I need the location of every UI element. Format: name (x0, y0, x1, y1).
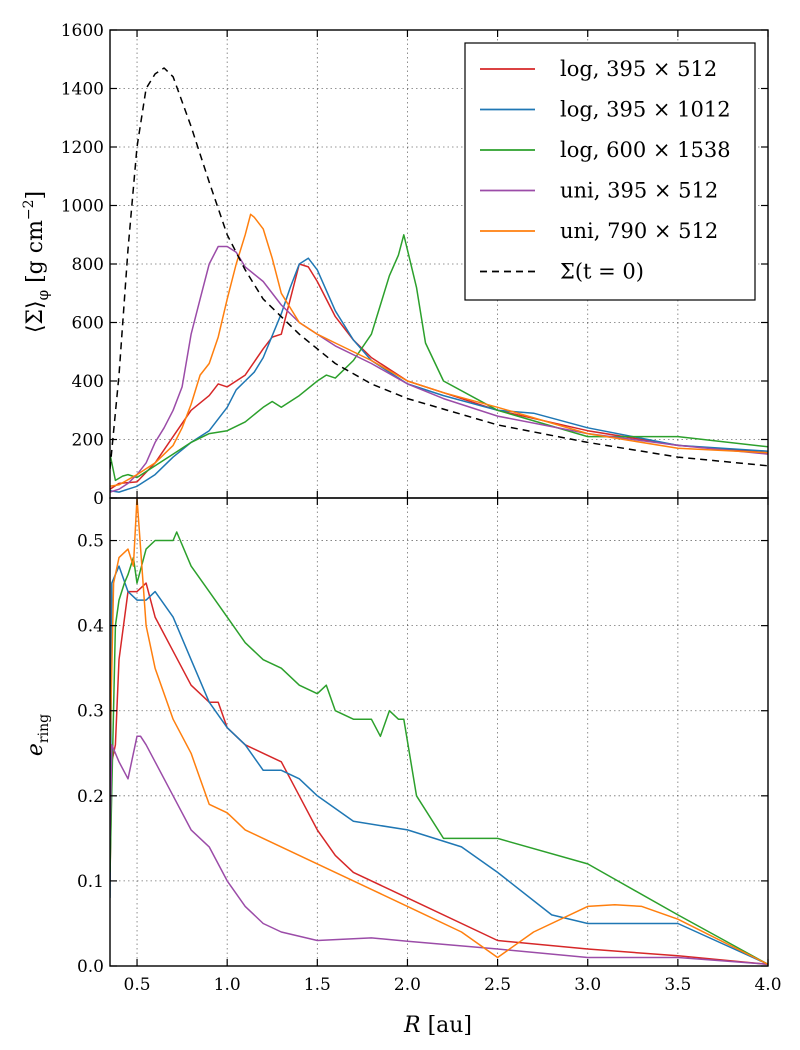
top-ylabel-unit: [g cm (23, 220, 48, 283)
legend: log, 395 × 512 log, 395 × 1012 log, 600 × … (464, 42, 756, 301)
xtick-label: 4.0 (754, 975, 781, 995)
legend-label: log, 395 × 1012 (560, 98, 731, 122)
bottom-series-group (110, 498, 768, 966)
top-series-line (110, 234, 768, 482)
top-series-line (110, 257, 768, 493)
xlabel-unit: [au] (428, 1013, 472, 1038)
bottom-ylabel: ering (23, 714, 52, 756)
top-ytick-label: 600 (72, 314, 104, 334)
top-ytick-label: 400 (72, 372, 104, 392)
legend-label: log, 600 × 1538 (560, 138, 731, 162)
top-series-line (110, 213, 768, 488)
bottom-ytick-label: 0.3 (77, 702, 104, 722)
legend-label: uni, 790 × 512 (560, 219, 718, 243)
bottom-series-line (110, 565, 768, 965)
xtick-label: 3.5 (664, 975, 691, 995)
xlabel: R [au] (403, 1013, 472, 1038)
bottom-ytick-label: 0.0 (77, 957, 104, 977)
bottom-series-line (110, 498, 768, 965)
top-series-group (110, 67, 768, 493)
bottom-frame (109, 497, 769, 967)
top-ytick-label: 800 (72, 255, 104, 275)
legend-label: Σ(t = 0) (560, 260, 644, 284)
top-ytick-label: 1200 (61, 138, 104, 158)
top-ytick-label: 1400 (61, 80, 104, 100)
top-series-line (110, 67, 768, 469)
top-ytick-label: 0 (93, 489, 104, 509)
bottom-ytick-label: 0.2 (77, 787, 104, 807)
top-ylabel-close: ] (23, 191, 48, 200)
legend-label: log, 395 × 512 (560, 57, 717, 81)
legend-box (464, 42, 756, 301)
top-ytick-label: 200 (72, 431, 104, 451)
xtick-label: 1.0 (214, 975, 241, 995)
bottom-ylabel-sub: ring (36, 714, 52, 743)
bottom-series-line (110, 582, 768, 966)
xlabel-main: R (403, 1013, 421, 1038)
bottom-ytick-label: 0.4 (77, 617, 104, 637)
top-ylabel-main: ⟨Σ⟩ (23, 300, 48, 333)
top-ylabel-sub: φ (34, 290, 52, 301)
top-ylabel: ⟨Σ⟩φ [g cm−2] (21, 191, 52, 333)
xtick-label: 3.0 (574, 975, 601, 995)
xtick-label: 2.5 (484, 975, 511, 995)
bottom-panel: 0.5 1.0 1.5 2.0 2.5 3.0 3.5 4.0 0.0 0.1 0.2 0.3 0.4 0… (77, 497, 782, 995)
xtick-label: 2.0 (394, 975, 421, 995)
top-ytick-label: 1600 (61, 21, 104, 41)
bottom-series-line (110, 735, 768, 966)
legend-label: uni, 395 × 512 (560, 179, 718, 203)
bottom-ytick-label: 0.5 (77, 532, 104, 552)
xtick-label: 1.5 (304, 975, 331, 995)
top-series-line (110, 245, 768, 493)
top-ytick-label: 1000 (61, 197, 104, 217)
bottom-series-line (110, 531, 768, 965)
xtick-label: 0.5 (124, 975, 151, 995)
top-ylabel-exp: −2 (21, 199, 37, 220)
bottom-ytick-label: 0.1 (77, 872, 104, 892)
bottom-ylabel-main: e (23, 743, 48, 756)
